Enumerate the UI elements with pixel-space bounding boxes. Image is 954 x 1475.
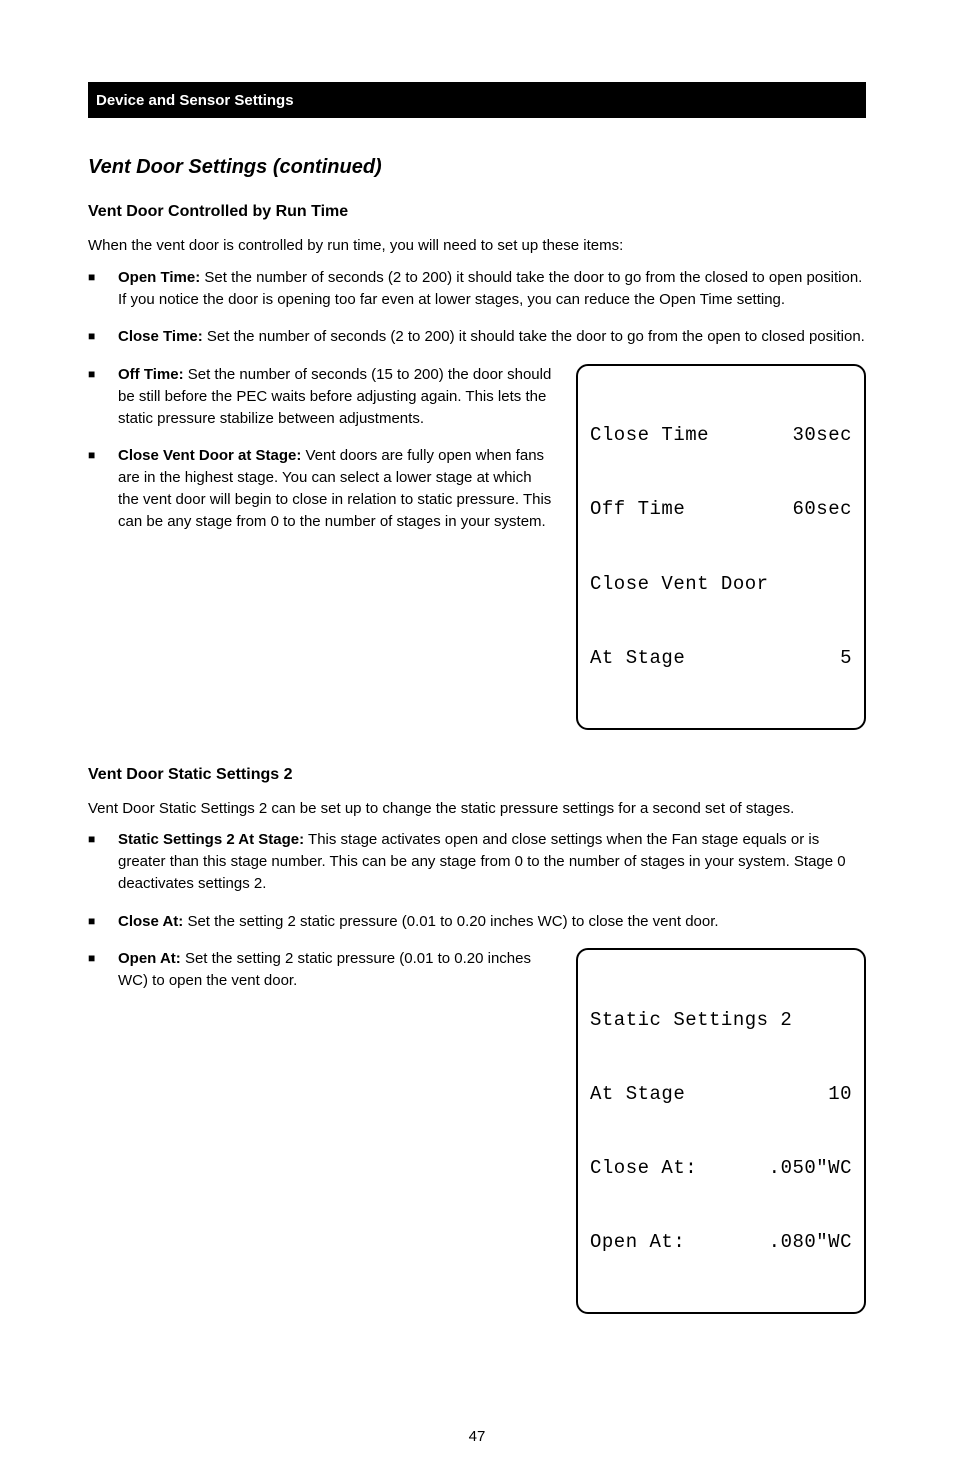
lcd-left: At Stage (590, 1082, 685, 1107)
bullet-item: Off Time: Set the number of seconds (15 … (88, 364, 556, 429)
lcd-left: Off Time (590, 497, 685, 522)
bullet-list-1b: Off Time: Set the number of seconds (15 … (88, 364, 556, 532)
bullet-label: Close At: (118, 913, 183, 930)
page-number: 47 (0, 1428, 954, 1445)
lcd-right: 60sec (792, 497, 852, 522)
lcd-row: At Stage 5 (590, 646, 852, 671)
header-bar: Device and Sensor Settings (88, 82, 866, 118)
lcd-right: .050"WC (769, 1156, 852, 1181)
page: Device and Sensor Settings Vent Door Set… (0, 0, 954, 1475)
lcd-left: Close Vent Door (590, 572, 769, 597)
lcd-right: 5 (840, 646, 852, 671)
content-row-1: Off Time: Set the number of seconds (15 … (88, 364, 866, 730)
lcd-row: Close At: .050"WC (590, 1156, 852, 1181)
bullet-label: Open At: (118, 950, 181, 967)
bullet-item: Open Time: Set the number of seconds (2 … (88, 267, 866, 311)
intro-1: When the vent door is controlled by run … (88, 235, 866, 257)
subsection-title-1: Vent Door Controlled by Run Time (88, 203, 866, 221)
content-left-1: Off Time: Set the number of seconds (15 … (88, 364, 556, 548)
intro-2: Vent Door Static Settings 2 can be set u… (88, 798, 866, 820)
content-row-2: Open At: Set the setting 2 static pressu… (88, 948, 866, 1314)
bullet-item: Close At: Set the setting 2 static press… (88, 911, 866, 933)
lcd-row: Off Time 60sec (590, 497, 852, 522)
lcd-left: At Stage (590, 646, 685, 671)
subsection-title-2: Vent Door Static Settings 2 (88, 766, 866, 784)
bullet-text: Set the number of seconds (15 to 200) th… (118, 366, 551, 427)
bullet-list-2a: Static Settings 2 At Stage: This stage a… (88, 829, 866, 932)
lcd-row: Close Time 30sec (590, 423, 852, 448)
bullet-item: Static Settings 2 At Stage: This stage a… (88, 829, 866, 894)
lcd-display-2: Static Settings 2 At Stage 10 Close At: .0… (576, 948, 866, 1314)
bullet-list-2b: Open At: Set the setting 2 static pressu… (88, 948, 556, 992)
bullet-item: Open At: Set the setting 2 static pressu… (88, 948, 556, 992)
lcd-row: At Stage 10 (590, 1082, 852, 1107)
header-title: Device and Sensor Settings (96, 92, 294, 109)
bullet-item: Close Vent Door at Stage: Vent doors are… (88, 445, 556, 532)
lcd-row: Static Settings 2 (590, 1008, 852, 1033)
bullet-text: Set the setting 2 static pressure (0.01 … (183, 913, 718, 930)
section-title-1: Vent Door Settings (continued) (88, 156, 866, 179)
content-left-2: Open At: Set the setting 2 static pressu… (88, 948, 556, 1008)
bullet-text: Set the setting 2 static pressure (0.01 … (118, 950, 531, 989)
lcd-right: 10 (828, 1082, 852, 1107)
lcd-right: 30sec (792, 423, 852, 448)
bullet-text: Set the number of seconds (2 to 200) it … (203, 328, 865, 345)
lcd-left: Close Time (590, 423, 709, 448)
lcd-row: Close Vent Door (590, 572, 852, 597)
bullet-text: Set the number of seconds (2 to 200) it … (118, 269, 862, 308)
bullet-label: Close Vent Door at Stage: (118, 447, 301, 464)
lcd-left: Open At: (590, 1230, 685, 1255)
bullet-label: Static Settings 2 At Stage: (118, 831, 304, 848)
lcd-row: Open At: .080"WC (590, 1230, 852, 1255)
lcd-left: Close At: (590, 1156, 697, 1181)
bullet-item: Close Time: Set the number of seconds (2… (88, 326, 866, 348)
bullet-label: Open Time: (118, 269, 200, 286)
lcd-display-1: Close Time 30sec Off Time 60sec Close Vent… (576, 364, 866, 730)
bullet-label: Close Time: (118, 328, 203, 345)
bullet-label: Off Time: (118, 366, 184, 383)
lcd-right: .080"WC (769, 1230, 852, 1255)
lcd-left: Static Settings 2 (590, 1008, 792, 1033)
bullet-list-1: Open Time: Set the number of seconds (2 … (88, 267, 866, 348)
